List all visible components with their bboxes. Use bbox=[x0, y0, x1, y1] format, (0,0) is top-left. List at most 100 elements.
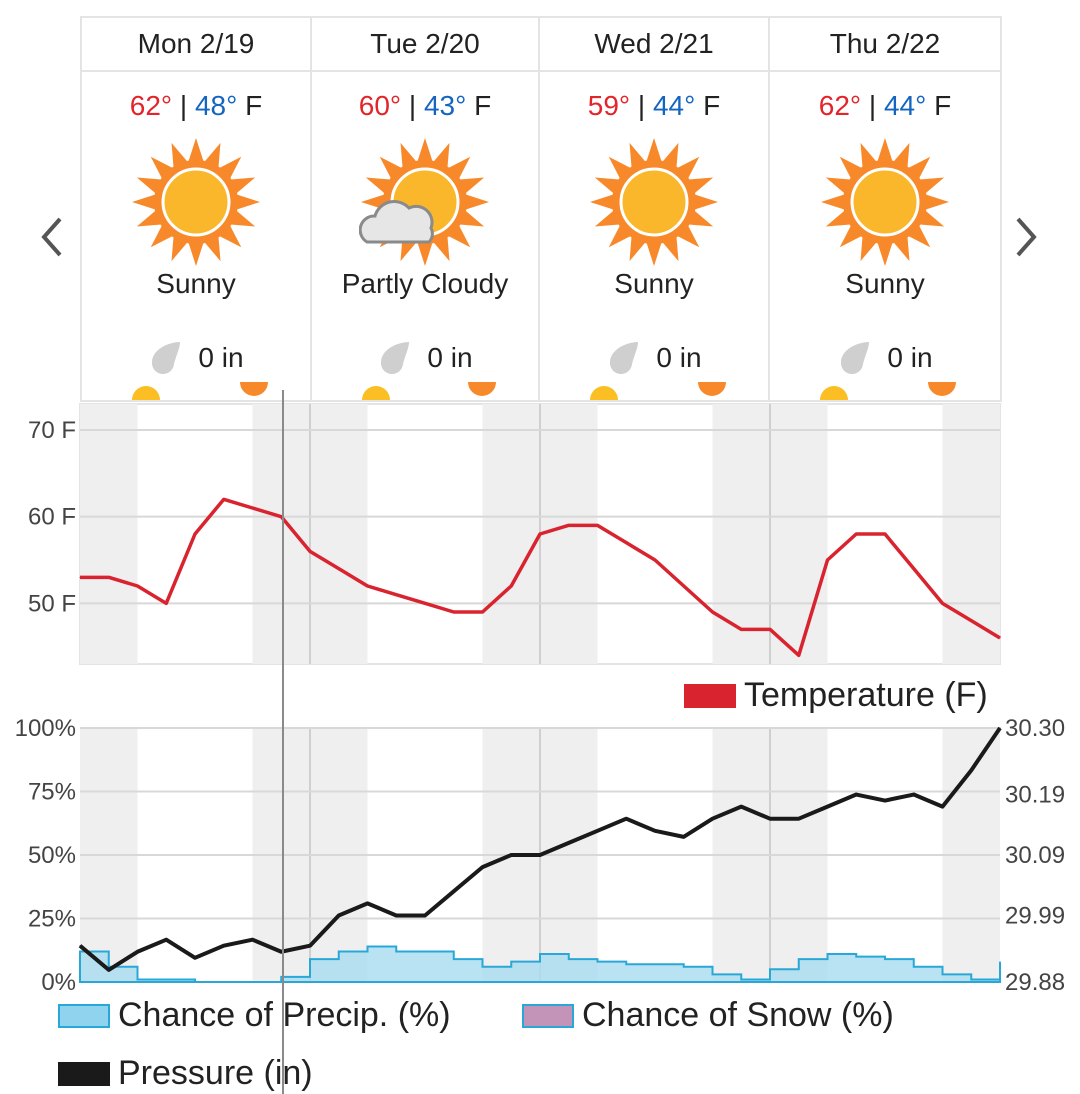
pressure-point bbox=[884, 800, 886, 802]
sunrise-icon bbox=[362, 386, 390, 400]
temperature-point bbox=[309, 550, 311, 552]
chevron-right-icon bbox=[1016, 217, 1037, 257]
pressure-point bbox=[424, 914, 426, 916]
pressure-point bbox=[367, 902, 368, 904]
legend-temperature[interactable]: Temperature (F) bbox=[684, 676, 988, 715]
raindrop-icon bbox=[610, 342, 639, 375]
y-tick-label: 50 F bbox=[28, 590, 76, 617]
temp-unit: F bbox=[926, 90, 952, 121]
sunrise-icon bbox=[132, 386, 160, 400]
temperature-point bbox=[769, 628, 771, 630]
pressure-point bbox=[482, 866, 483, 868]
legend-snow[interactable]: Chance of Snow (%) bbox=[522, 996, 894, 1035]
sunset-icon bbox=[240, 382, 268, 396]
pressure-point bbox=[165, 939, 167, 941]
pressure-point bbox=[510, 854, 512, 856]
legend-label-temperature: Temperature (F) bbox=[744, 676, 988, 714]
y2-tick-label: 30.19 bbox=[1005, 782, 1065, 809]
hover-cursor-line bbox=[282, 390, 284, 1094]
precip-amount: 0 in bbox=[312, 340, 538, 376]
legend-precip[interactable]: Chance of Precip. (%) bbox=[58, 996, 451, 1035]
temperature-point bbox=[338, 568, 340, 570]
legend-label-pressure: Pressure (in) bbox=[118, 1054, 313, 1092]
temperature-point bbox=[194, 533, 196, 535]
precip-value: 0 in bbox=[427, 342, 473, 373]
temp-separator: | bbox=[401, 90, 424, 121]
condition-text: Sunny bbox=[614, 268, 694, 299]
pressure-point bbox=[683, 836, 685, 838]
pressure-point bbox=[453, 890, 455, 892]
day-card[interactable]: Thu 2/22 62° | 44° F Sunny 0 in bbox=[770, 18, 1000, 400]
forecast-days: Mon 2/19 62° | 48° F Sunny 0 in Tue 2/20 60° … bbox=[80, 16, 1002, 402]
high-temp: 62° bbox=[129, 90, 173, 121]
day-card[interactable]: Wed 2/21 59° | 44° F Sunny 0 in bbox=[540, 18, 770, 400]
day-card[interactable]: Tue 2/20 60° | 43° F Partly Cloudy 0 in bbox=[312, 18, 540, 400]
precip-amount: 0 in bbox=[540, 340, 768, 376]
sunset-icon bbox=[468, 382, 496, 396]
pressure-point bbox=[395, 914, 397, 916]
temperature-point bbox=[482, 611, 483, 613]
pressure-point bbox=[137, 951, 138, 953]
pressure-point bbox=[108, 969, 110, 971]
high-temp: 62° bbox=[818, 90, 862, 121]
high-temp: 60° bbox=[358, 90, 402, 121]
temperature-point bbox=[165, 602, 167, 604]
temperature-point bbox=[855, 533, 857, 535]
pressure-point bbox=[568, 842, 570, 844]
legend-swatch-precip bbox=[58, 1003, 110, 1028]
precip-pressure-chart: 100% 75% 50% 25% 0% 30.30 30.19 30.09 29.99 29.88 bbox=[15, 715, 1065, 996]
precip-amount: 0 in bbox=[770, 340, 1000, 376]
pressure-point bbox=[999, 727, 1001, 729]
y-tick-label: 70 F bbox=[28, 417, 76, 444]
temperature-point bbox=[798, 654, 800, 656]
temp-separator: | bbox=[172, 90, 195, 121]
temperature-point bbox=[712, 611, 713, 613]
next-days-button[interactable] bbox=[1008, 212, 1044, 262]
sun-icon bbox=[590, 138, 718, 266]
sun-icon bbox=[821, 138, 949, 266]
temperature-point bbox=[453, 611, 455, 613]
temperature-point bbox=[827, 559, 828, 561]
precip-value: 0 in bbox=[887, 342, 933, 373]
sunset-icon bbox=[928, 382, 956, 396]
pressure-point bbox=[338, 914, 340, 916]
temperature-point bbox=[424, 602, 426, 604]
chevron-left-icon bbox=[41, 217, 62, 257]
temp-unit: F bbox=[237, 90, 263, 121]
temp-unit: F bbox=[466, 90, 492, 121]
temperature-point bbox=[740, 628, 742, 630]
pressure-point bbox=[913, 794, 915, 796]
y-tick-label: 25% bbox=[28, 906, 76, 933]
temperature-point bbox=[223, 498, 225, 500]
pressure-point bbox=[970, 769, 972, 771]
legend-pressure[interactable]: Pressure (in) bbox=[58, 1054, 313, 1093]
temperature-point bbox=[108, 576, 110, 578]
temperature-point bbox=[654, 559, 656, 561]
sunset-icon bbox=[698, 382, 726, 396]
precip-area bbox=[79, 945, 1001, 983]
legend-swatch-temperature bbox=[684, 683, 736, 708]
low-temp: 44° bbox=[652, 90, 696, 121]
day-label: Tue 2/20 bbox=[312, 18, 538, 72]
y2-tick-label: 29.88 bbox=[1005, 969, 1065, 996]
temp-separator: | bbox=[861, 90, 884, 121]
previous-days-button[interactable] bbox=[34, 212, 70, 262]
y-tick-label: 75% bbox=[28, 779, 76, 806]
y2-tick-label: 30.09 bbox=[1005, 842, 1065, 869]
day-temperatures: 59° | 44° F bbox=[540, 90, 768, 122]
day-temperatures: 62° | 48° F bbox=[82, 90, 310, 122]
pressure-point bbox=[194, 957, 196, 959]
temperature-point bbox=[510, 585, 512, 587]
day-temperatures: 62° | 44° F bbox=[770, 90, 1000, 122]
legend-label-precip: Chance of Precip. (%) bbox=[118, 996, 451, 1034]
pressure-point bbox=[309, 945, 311, 947]
pressure-point bbox=[942, 806, 943, 808]
temperature-point bbox=[137, 585, 138, 587]
day-card[interactable]: Mon 2/19 62° | 48° F Sunny 0 in bbox=[82, 18, 312, 400]
y2-tick-label: 30.30 bbox=[1005, 715, 1065, 742]
day-temperatures: 60° | 43° F bbox=[312, 90, 538, 122]
sun-icon bbox=[132, 138, 260, 266]
cloud-icon bbox=[359, 200, 434, 244]
y-tick-label: 100% bbox=[15, 715, 76, 742]
